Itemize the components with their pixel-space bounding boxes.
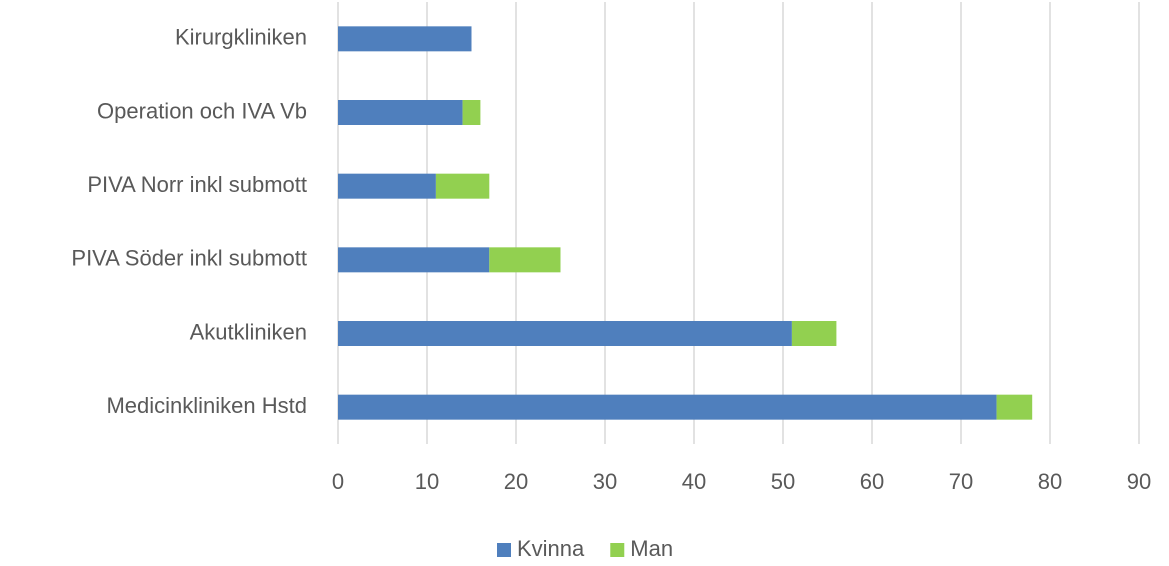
y-tick-label: PIVA Norr inkl submott [87, 172, 307, 197]
legend-label: Man [630, 536, 673, 561]
x-tick-label: 0 [332, 469, 344, 494]
x-tick-label: 50 [771, 469, 795, 494]
y-tick-label: Medicinkliniken Hstd [106, 393, 307, 418]
bar [338, 100, 463, 125]
x-tick-label: 70 [949, 469, 973, 494]
bar [791, 321, 837, 346]
bar [338, 247, 490, 273]
x-tick-label: 20 [504, 469, 528, 494]
bar [996, 394, 1033, 420]
bar [338, 394, 997, 420]
legend-swatch [610, 543, 625, 557]
bar [338, 26, 472, 52]
x-tick-label: 60 [860, 469, 884, 494]
bar [489, 247, 561, 273]
x-tick-label: 90 [1127, 469, 1151, 494]
bar [435, 173, 490, 199]
legend-swatch [497, 543, 511, 557]
y-tick-label: Akutkliniken [190, 319, 307, 344]
x-tick-label: 80 [1038, 469, 1062, 494]
x-tick-label: 30 [593, 469, 617, 494]
bar [462, 100, 481, 125]
y-tick-label: Operation och IVA Vb [97, 98, 307, 123]
x-tick-label: 10 [415, 469, 439, 494]
x-tick-label: 40 [682, 469, 706, 494]
bar [338, 173, 436, 199]
bar [338, 321, 792, 346]
y-tick-label: PIVA Söder inkl submott [71, 246, 307, 271]
y-tick-label: Kirurgkliniken [175, 25, 307, 50]
legend-label: Kvinna [517, 536, 585, 561]
